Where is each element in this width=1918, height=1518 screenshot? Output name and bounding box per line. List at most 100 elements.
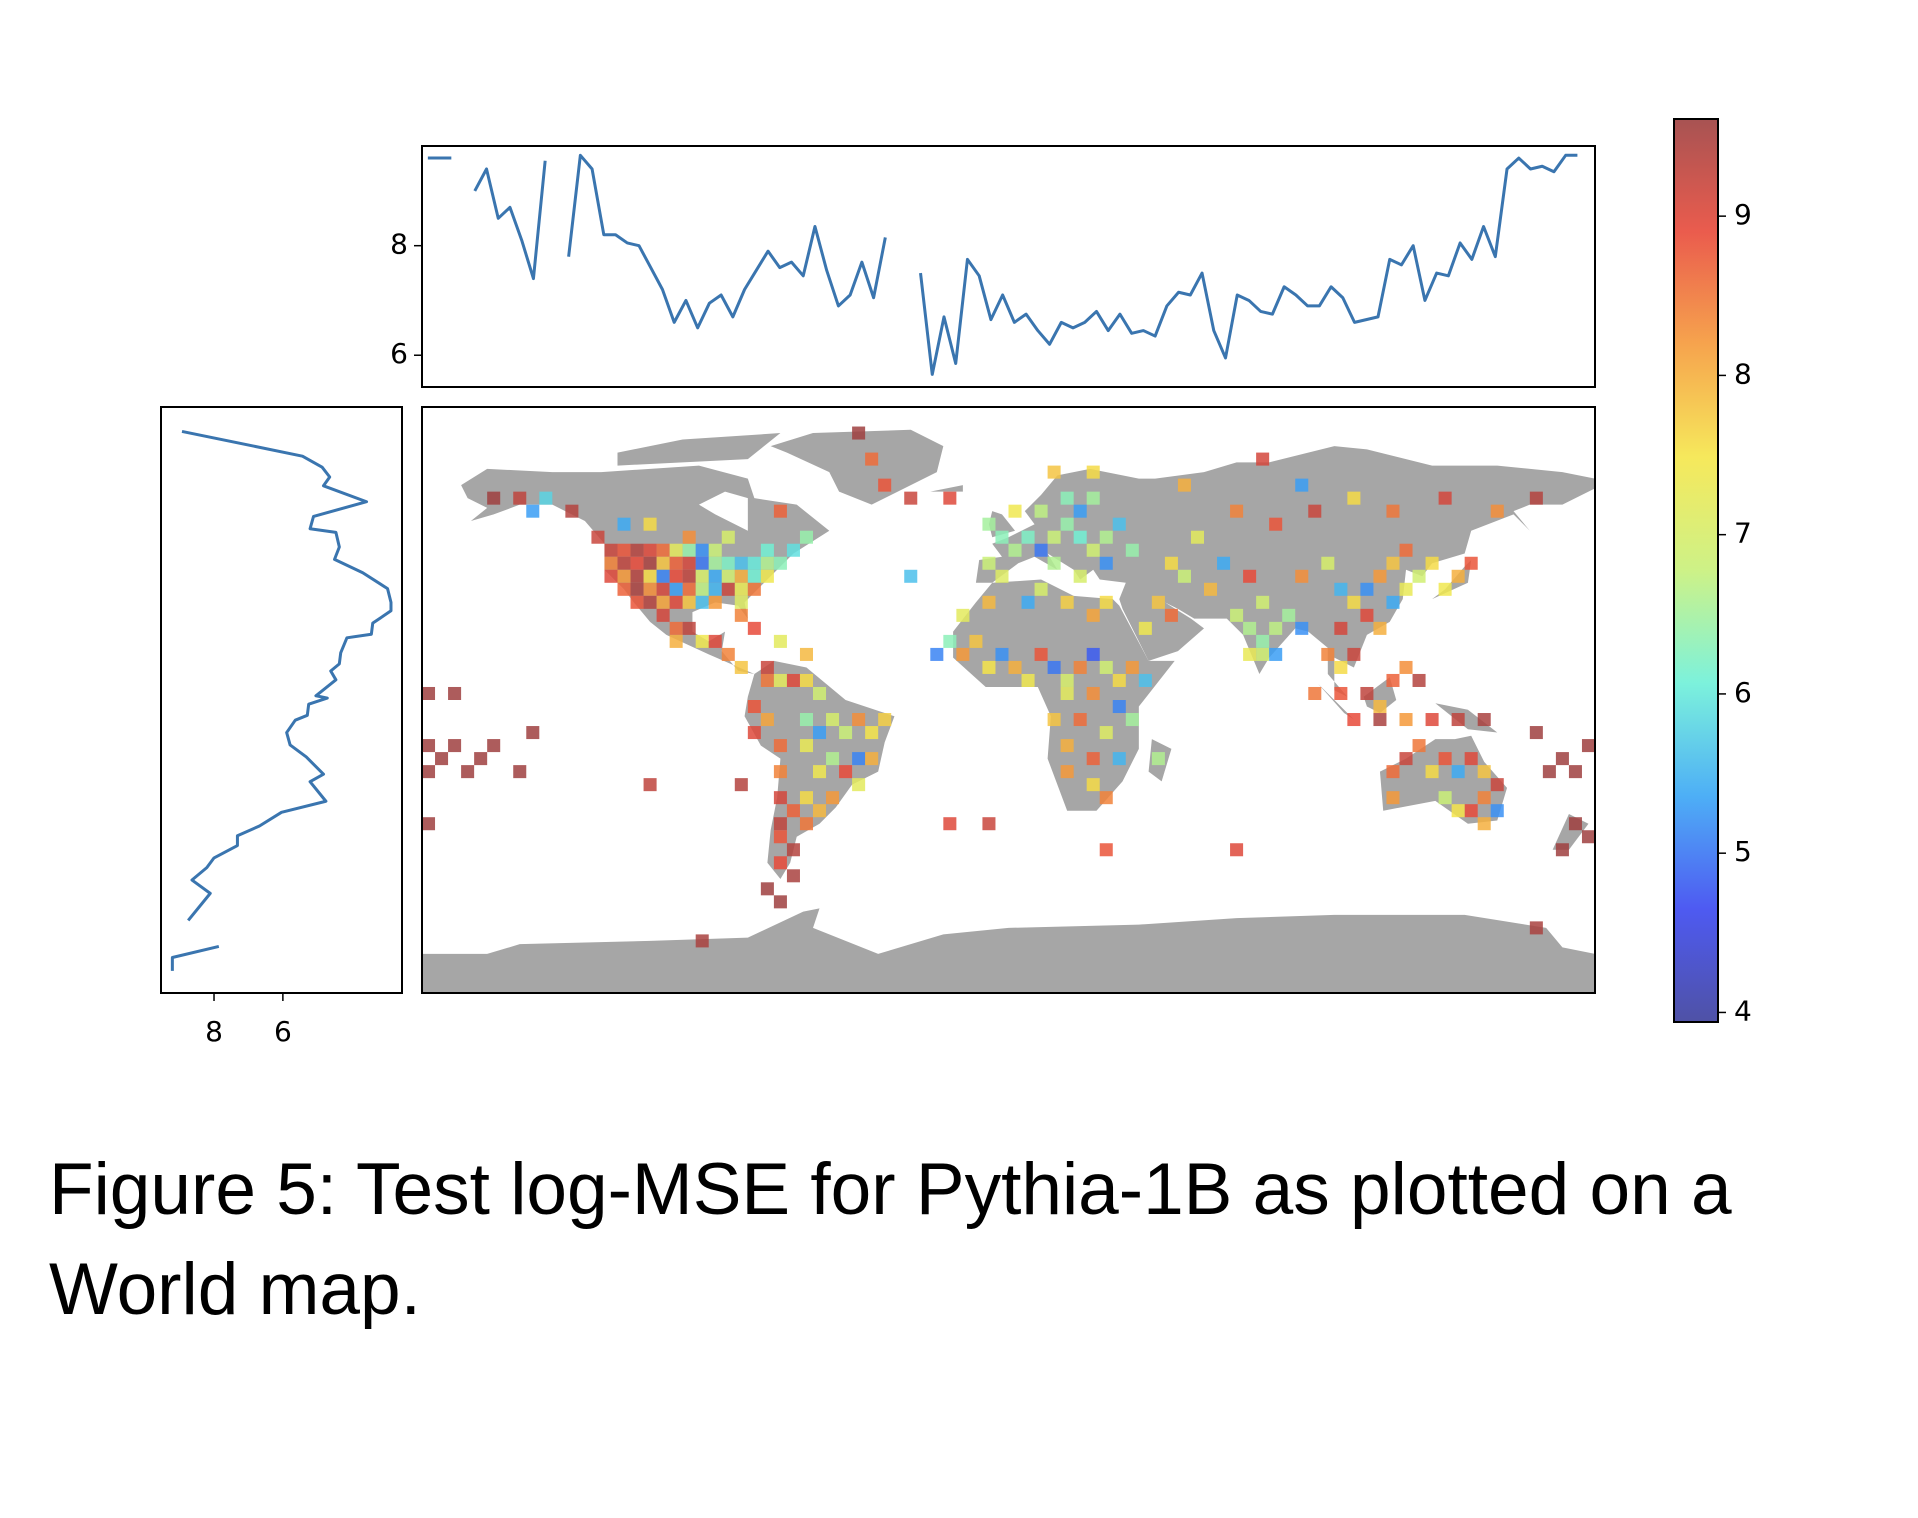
heatmap-cell xyxy=(1060,517,1074,531)
figure: 6 8 8 6 4 5 6 7 8 9 xyxy=(160,118,1752,1048)
colorbar-tick-label: 4 xyxy=(1734,994,1752,1027)
heatmap-cell xyxy=(591,530,605,544)
heatmap-cell xyxy=(669,621,683,635)
heatmap-cell xyxy=(982,556,996,570)
heatmap-cell xyxy=(1269,517,1283,531)
heatmap-cell xyxy=(734,660,748,674)
heatmap-cell xyxy=(1138,621,1152,635)
heatmap-cell xyxy=(1008,543,1022,557)
heatmap-cell xyxy=(643,569,657,583)
heatmap-cell xyxy=(1438,491,1452,505)
heatmap-cell xyxy=(799,791,813,805)
heatmap-cell xyxy=(943,491,957,505)
heatmap-cell xyxy=(747,700,761,714)
heatmap-cell xyxy=(1529,491,1543,505)
heatmap-cell xyxy=(604,543,618,557)
heatmap-cell xyxy=(773,856,787,870)
heatmap-cell xyxy=(1438,752,1452,766)
heatmap-cell xyxy=(773,504,787,518)
heatmap-cell xyxy=(1060,739,1074,753)
heatmap-cell xyxy=(721,582,735,596)
heatmap-cell xyxy=(760,543,774,557)
heatmap-cell xyxy=(1451,765,1465,779)
heatmap-cell xyxy=(682,582,696,596)
land xyxy=(930,485,963,492)
heatmap-cell xyxy=(630,595,644,609)
heatmap-cell xyxy=(1112,673,1126,687)
heatmap-cell xyxy=(799,817,813,831)
x-tick-label: 6 xyxy=(274,1015,292,1048)
heatmap-cell xyxy=(1360,686,1374,700)
heatmap-cell xyxy=(760,882,774,896)
heatmap-cell xyxy=(1269,647,1283,661)
heatmap-cell xyxy=(1099,726,1113,740)
heatmap-cell xyxy=(539,491,553,505)
heatmap-cell xyxy=(773,634,787,648)
heatmap-cell xyxy=(1425,765,1439,779)
heatmap-cell xyxy=(1256,452,1270,466)
heatmap-cell xyxy=(734,569,748,583)
heatmap-cell xyxy=(656,556,670,570)
heatmap-cell xyxy=(656,582,670,596)
heatmap-cell xyxy=(695,569,709,583)
heatmap-cell xyxy=(630,556,644,570)
heatmap-cell xyxy=(643,543,657,557)
heatmap-cell xyxy=(1399,543,1413,557)
heatmap-cell xyxy=(734,608,748,622)
heatmap-cell xyxy=(1347,647,1361,661)
heatmap-cell xyxy=(1295,478,1309,492)
heatmap-cell xyxy=(878,713,892,727)
heatmap-cell xyxy=(1295,621,1309,635)
heatmap-cell xyxy=(695,543,709,557)
heatmap-cell xyxy=(1125,660,1139,674)
heatmap-cell xyxy=(747,621,761,635)
heatmap-cell xyxy=(656,608,670,622)
heatmap-cell xyxy=(799,713,813,727)
colorbar-tick-label: 7 xyxy=(1734,517,1752,550)
heatmap-cell xyxy=(1099,843,1113,857)
heatmap-cell xyxy=(982,660,996,674)
heatmap-cell xyxy=(721,530,735,544)
heatmap-cell xyxy=(813,804,827,818)
heatmap-cell xyxy=(773,739,787,753)
heatmap-cell xyxy=(1060,673,1074,687)
heatmap-cell xyxy=(826,752,840,766)
heatmap-cell xyxy=(904,569,918,583)
heatmap-cell xyxy=(773,791,787,805)
heatmap-cell xyxy=(682,569,696,583)
heatmap-cell xyxy=(526,504,540,518)
colorbar-tick-label: 9 xyxy=(1734,198,1752,231)
heatmap-cell xyxy=(1438,582,1452,596)
line xyxy=(170,429,393,971)
heatmap-cell xyxy=(630,582,644,596)
heatmap-cell xyxy=(1347,713,1361,727)
heatmap-cell xyxy=(1282,608,1296,622)
heatmap-cell xyxy=(1464,752,1478,766)
heatmap-cell xyxy=(1060,491,1074,505)
heatmap-cell xyxy=(708,556,722,570)
heatmap-cell xyxy=(773,765,787,779)
heatmap-cell xyxy=(1399,752,1413,766)
heatmap-cell xyxy=(1099,556,1113,570)
heatmap-cell xyxy=(604,569,618,583)
heatmap-cell xyxy=(1373,569,1387,583)
heatmap-cell xyxy=(760,673,774,687)
heatmap-cell xyxy=(604,556,618,570)
heatmap-cell xyxy=(799,647,813,661)
heatmap-cell xyxy=(1243,621,1257,635)
heatmap-cell xyxy=(1099,791,1113,805)
heatmap-cell xyxy=(1034,504,1048,518)
heatmap-cell xyxy=(773,895,787,909)
heatmap-cell xyxy=(682,595,696,609)
heatmap-cell xyxy=(1399,582,1413,596)
heatmap-cell xyxy=(1425,713,1439,727)
heatmap-cell xyxy=(1334,582,1348,596)
heatmap-cell xyxy=(1112,752,1126,766)
heatmap-cell xyxy=(799,673,813,687)
heatmap-cell xyxy=(1555,843,1569,857)
heatmap-cell xyxy=(813,686,827,700)
heatmap-cell xyxy=(1243,569,1257,583)
heatmap-cell xyxy=(695,582,709,596)
heatmap-cell xyxy=(1099,660,1113,674)
